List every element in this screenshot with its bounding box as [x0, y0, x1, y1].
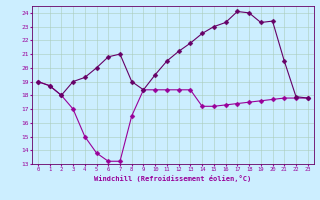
X-axis label: Windchill (Refroidissement éolien,°C): Windchill (Refroidissement éolien,°C): [94, 175, 252, 182]
